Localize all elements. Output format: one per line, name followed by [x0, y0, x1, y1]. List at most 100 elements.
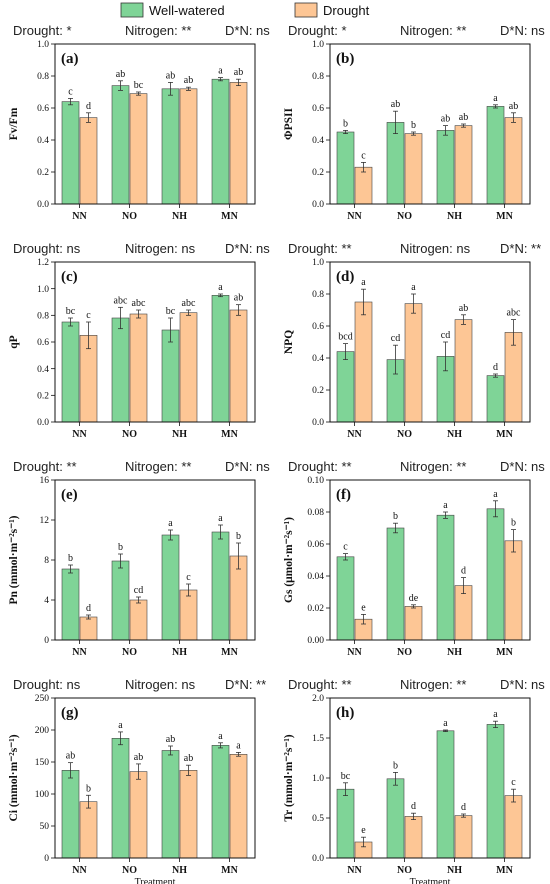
bar-well-watered: [336, 351, 355, 423]
significance-annotation: Nitrogen: **: [125, 459, 191, 474]
bar-drought: [354, 301, 373, 423]
x-tick-label: NH: [447, 211, 462, 222]
y-tick-label: 0.2: [312, 386, 324, 396]
significance-letter: cd: [441, 330, 450, 341]
chart-panel-b: Drought: * Nitrogen: ** D*N: ns 0.0 0.2 0.4 0.…: [283, 23, 545, 222]
y-axis-label: qP: [8, 335, 20, 348]
significance-letter: ab: [166, 70, 175, 81]
x-tick-label: MN: [221, 211, 238, 222]
bar-well-watered: [161, 329, 180, 423]
significance-annotation: Drought: **: [288, 241, 352, 256]
significance-letter: e: [361, 825, 366, 836]
significance-letter: bc: [166, 306, 176, 317]
plot-frame: [54, 43, 256, 205]
plot-frame: [329, 261, 531, 423]
y-tick-label: 0.0: [312, 854, 324, 864]
significance-letter: bc: [341, 771, 351, 782]
significance-annotation: Nitrogen: ns: [125, 241, 196, 256]
bar-drought: [454, 125, 473, 205]
bar-well-watered: [386, 527, 405, 641]
panel-label: (h): [336, 705, 354, 721]
x-tick-label: MN: [221, 865, 238, 876]
significance-letter: de: [409, 593, 419, 604]
bar-well-watered: [386, 778, 405, 859]
y-tick-label: 0.6: [37, 338, 49, 348]
bar-well-watered: [161, 88, 180, 205]
y-axis-label: ΦPSII: [283, 108, 295, 140]
significance-letter: a: [236, 740, 241, 751]
significance-letter: a: [218, 731, 223, 742]
y-axis-label: Fv/Fm: [8, 107, 20, 140]
significance-letter: ab: [184, 75, 193, 86]
y-tick-label: 4: [44, 596, 49, 606]
bar-well-watered: [486, 508, 505, 641]
bar-drought: [129, 313, 148, 423]
significance-letter: abc: [182, 298, 196, 309]
chart-panel-h: Drought: ** Nitrogen: ** D*N: ns 0.0 0.5 1.0 1…: [283, 677, 545, 884]
significance-letter: ab: [184, 753, 193, 764]
panel-label: (b): [336, 51, 354, 67]
significance-letter: ab: [166, 734, 175, 745]
bar-drought: [404, 303, 423, 423]
significance-letter: a: [443, 718, 448, 729]
significance-letter: e: [361, 602, 366, 613]
bar-well-watered: [61, 770, 80, 859]
y-tick-label: 1.2: [37, 258, 49, 268]
y-tick-label: 0.8: [312, 72, 324, 82]
bar-well-watered: [486, 106, 505, 205]
significance-letter: d: [411, 801, 416, 812]
y-tick-label: 0.6: [312, 322, 324, 332]
y-tick-label: 0: [44, 854, 49, 864]
plot-frame: [329, 697, 531, 859]
y-tick-label: 1.5: [312, 734, 324, 744]
significance-letter: a: [218, 66, 223, 77]
chart-panel-f: Drought: ** Nitrogen: ** D*N: ns 0.00 0.02 0.…: [283, 459, 545, 658]
bar-drought: [229, 82, 248, 205]
y-axis-label: Gs (μmol·m⁻²s⁻¹): [283, 517, 295, 603]
bar-well-watered: [61, 568, 80, 641]
significance-annotation: D*N: ns: [225, 241, 270, 256]
x-tick-label: NH: [172, 647, 187, 658]
plot-frame: [54, 697, 256, 859]
y-tick-label: 250: [35, 694, 50, 704]
y-tick-label: 2.0: [312, 694, 324, 704]
significance-annotation: D*N: ns: [500, 677, 545, 692]
significance-letter: c: [343, 542, 348, 553]
significance-letter: d: [493, 362, 498, 373]
significance-letter: b: [393, 511, 398, 522]
plot-frame: [329, 479, 531, 641]
significance-letter: abc: [114, 295, 128, 306]
significance-letter: b: [236, 531, 241, 542]
significance-letter: a: [411, 282, 416, 293]
y-tick-label: 0.2: [37, 168, 49, 178]
significance-letter: b: [511, 518, 516, 529]
bar-drought: [504, 540, 523, 641]
bar-drought: [129, 599, 148, 641]
chart-panel-g: Drought: ns Nitrogen: ns D*N: ** 0 50 100 150 2…: [8, 677, 266, 884]
bar-well-watered: [61, 321, 80, 423]
bar-well-watered: [486, 375, 505, 423]
y-tick-label: 1.0: [312, 774, 324, 784]
x-tick-label: NO: [122, 211, 137, 222]
significance-letter: a: [118, 720, 123, 731]
y-tick-label: 0.02: [307, 604, 324, 614]
panel-label: (c): [61, 269, 78, 285]
significance-annotation: D*N: ns: [225, 23, 270, 38]
x-tick-label: NH: [447, 429, 462, 440]
bar-drought: [504, 795, 523, 859]
y-tick-label: 0.0: [312, 200, 324, 210]
x-tick-label: NN: [72, 865, 87, 876]
bar-well-watered: [211, 531, 230, 641]
significance-letter: b: [86, 783, 91, 794]
bar-drought: [404, 606, 423, 641]
y-tick-label: 0.00: [307, 636, 324, 646]
panel-label: (f): [336, 487, 351, 503]
bar-well-watered: [336, 131, 355, 205]
bar-drought: [404, 816, 423, 859]
x-tick-label: NO: [122, 647, 137, 658]
y-tick-label: 0.0: [37, 200, 49, 210]
significance-letter: a: [443, 500, 448, 511]
y-tick-label: 0.2: [312, 168, 324, 178]
x-tick-label: MN: [221, 429, 238, 440]
x-tick-label: NN: [72, 211, 87, 222]
